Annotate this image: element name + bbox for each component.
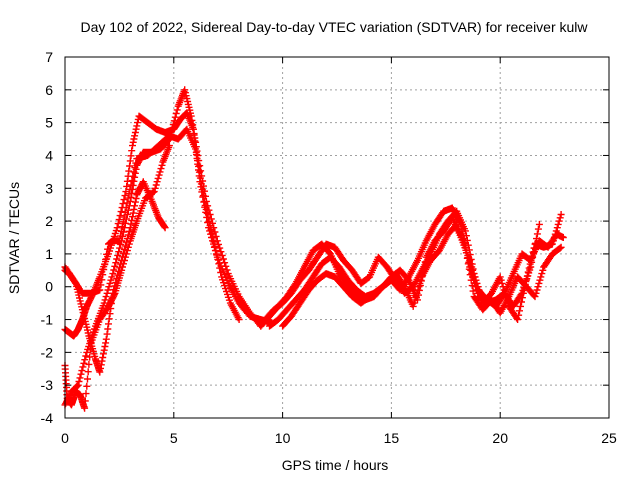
- x-tick-label: 25: [601, 430, 617, 446]
- y-tick-label: 1: [45, 246, 53, 262]
- y-tick-label: 2: [45, 213, 53, 229]
- x-axis-label: GPS time / hours: [282, 457, 389, 473]
- data-series-layer: [61, 86, 567, 412]
- grid-lines: [65, 57, 609, 418]
- y-tick-label: -2: [41, 344, 54, 360]
- y-tick-label: -1: [41, 312, 54, 328]
- y-tick-label: 7: [45, 49, 53, 65]
- y-tick-label: 0: [45, 279, 53, 295]
- y-tick-label: 6: [45, 82, 53, 98]
- chart-title: Day 102 of 2022, Sidereal Day-to-day VTE…: [80, 19, 588, 35]
- x-tick-label: 10: [275, 430, 291, 446]
- plot-frame: [64, 56, 610, 419]
- axis-ticks: 0 5 10 15 20 25 -4 -3 -2 -1 0 1 2 3 4 5 6 7: [41, 49, 617, 446]
- x-tick-label: 0: [61, 430, 69, 446]
- y-tick-label: 5: [45, 115, 53, 131]
- y-tick-label: -4: [41, 410, 54, 426]
- series-markers: [279, 220, 565, 330]
- y-tick-label: 4: [45, 147, 53, 163]
- y-axis-label: SDTVAR / TECUs: [6, 182, 22, 294]
- x-tick-label: 15: [384, 430, 400, 446]
- x-tick-label: 5: [170, 430, 178, 446]
- series-sat-i: [279, 220, 565, 330]
- y-tick-label: -3: [41, 377, 54, 393]
- x-tick-label: 20: [492, 430, 508, 446]
- y-tick-label: 3: [45, 180, 53, 196]
